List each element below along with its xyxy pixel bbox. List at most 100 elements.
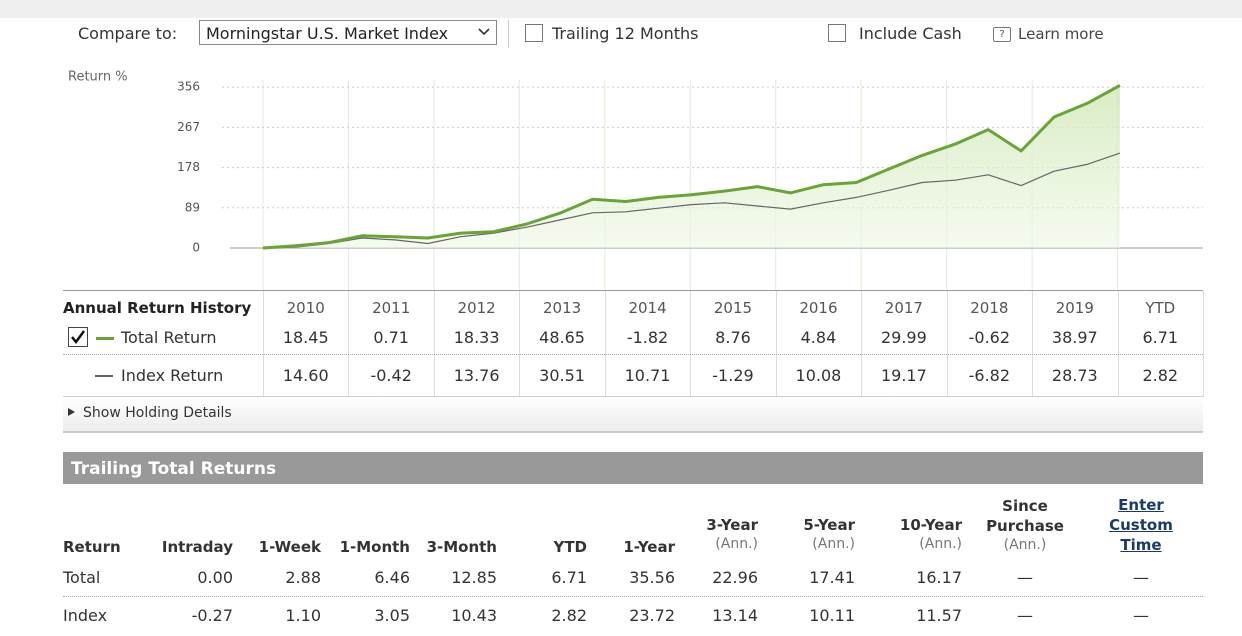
trailing-value: 0.00 <box>197 568 233 587</box>
column-divider <box>1117 291 1119 397</box>
annual-value: 28.73 <box>1051 366 1098 385</box>
trailing-value: 22.96 <box>712 568 758 587</box>
trailing-value: 10.43 <box>451 606 497 625</box>
year-header: 2019 <box>1055 299 1094 317</box>
column-divider <box>1032 291 1034 397</box>
trailing-value: 10.11 <box>809 606 855 625</box>
year-header: 2018 <box>970 299 1009 317</box>
column-divider <box>433 291 435 397</box>
column-divider <box>519 291 521 397</box>
column-header: 10-Year <box>899 516 962 534</box>
series-line <box>262 84 1121 250</box>
trailing-value: 16.17 <box>916 568 962 587</box>
legend-label: Total Return <box>121 328 217 347</box>
trailing-value: — <box>1017 568 1033 587</box>
row-label: Index <box>63 606 108 625</box>
column-header: Since Purchase <box>986 497 1064 535</box>
trailing-value: 1.10 <box>285 606 321 625</box>
year-header: 2011 <box>372 299 411 317</box>
year-header: 2012 <box>457 299 496 317</box>
y-tick-label: 356 <box>177 80 200 94</box>
column-divider <box>604 291 606 397</box>
annual-value: -0.42 <box>370 366 412 385</box>
legend-swatch <box>95 375 113 377</box>
annual-value: 0.71 <box>373 328 409 347</box>
annual-value: 10.71 <box>624 366 671 385</box>
column-header: 3-Month <box>426 538 497 556</box>
annual-bottom-line <box>63 396 1203 397</box>
year-header: YTD <box>1145 299 1176 317</box>
annual-value: -6.82 <box>968 366 1011 385</box>
year-header: 2010 <box>286 299 325 317</box>
column-subheader: (Ann.) <box>715 536 758 552</box>
annual-value: -1.29 <box>712 366 754 385</box>
column-subheader: (Ann.) <box>1003 537 1047 553</box>
trailing-value: 35.56 <box>629 568 675 587</box>
total-checkbox[interactable] <box>68 327 88 347</box>
annual-value: 19.17 <box>880 366 927 385</box>
column-header: Return <box>63 538 121 556</box>
column-subheader: (Ann.) <box>919 536 962 552</box>
column-header: 1-Month <box>339 538 410 556</box>
trailing-value: 6.46 <box>374 568 410 587</box>
trailing-value: — <box>1017 606 1033 625</box>
trailing-title: Trailing Total Returns <box>71 459 277 479</box>
legend-label: Index Return <box>121 366 224 385</box>
annual-value: 18.33 <box>453 328 500 347</box>
column-divider <box>690 291 692 397</box>
year-header: 2014 <box>628 299 667 317</box>
trailing-value: 6.71 <box>551 568 587 587</box>
learn-more-link[interactable]: Learn more <box>1018 25 1104 43</box>
dropdown-value: Morningstar U.S. Market Index <box>206 24 449 43</box>
trailing-value: 3.05 <box>374 606 410 625</box>
column-divider <box>861 291 863 397</box>
show-details-link[interactable]: Show Holding Details <box>83 405 232 421</box>
help-icon: ? <box>993 27 1011 42</box>
column-header: 1-Year <box>623 538 675 556</box>
column-header: 1-Week <box>258 538 321 556</box>
custom-time-link[interactable]: Enter Custom Time <box>1109 496 1173 554</box>
series-line <box>262 152 1121 249</box>
row-label: Total <box>63 568 101 587</box>
trailing-value: 17.41 <box>809 568 855 587</box>
chart: Return % 0 89 178 267 356 <box>68 70 1203 290</box>
column-divider <box>263 291 264 397</box>
annual-value: 6.71 <box>1142 328 1179 347</box>
y-tick-label: 267 <box>177 120 200 134</box>
compare-dropdown[interactable]: Morningstar U.S. Market Index <box>199 20 497 45</box>
column-header: 3-Year <box>706 516 758 534</box>
details-arrow <box>68 408 75 416</box>
annual-value: 18.45 <box>282 328 329 347</box>
trailing-value: -0.27 <box>191 606 233 625</box>
y-tick-label: 178 <box>177 160 200 174</box>
trailing-value: 12.85 <box>451 568 497 587</box>
year-header: 2015 <box>713 299 753 317</box>
cash-label: Include Cash <box>859 24 962 43</box>
area <box>263 85 1120 249</box>
trailing-value: — <box>1133 568 1149 587</box>
annual-value: -1.82 <box>626 328 669 347</box>
column-header: YTD <box>553 538 587 556</box>
trailing-label: Trailing 12 Months <box>552 24 699 43</box>
year-header: 2013 <box>542 299 582 317</box>
trailing-value: 13.14 <box>712 606 758 625</box>
annual-value: 2.82 <box>1142 366 1179 385</box>
column-divider <box>348 291 350 397</box>
trailing-value: 11.57 <box>916 606 962 625</box>
annual-value: 13.76 <box>453 366 500 385</box>
year-header: 2016 <box>799 299 838 317</box>
trailing-value: 2.88 <box>285 568 321 587</box>
annual-value: -0.62 <box>968 328 1011 347</box>
annual-title: Annual Return History <box>63 299 252 317</box>
divider <box>508 20 509 48</box>
top-strip <box>0 0 1242 18</box>
trailing-value: 2.82 <box>551 606 587 625</box>
annual-value: 10.08 <box>795 366 842 385</box>
trailing-checkbox[interactable] <box>525 24 543 42</box>
legend-swatch <box>96 337 114 340</box>
annual-value: 29.99 <box>880 328 927 347</box>
annual-value: 4.84 <box>800 328 837 347</box>
cash-checkbox[interactable] <box>828 24 846 42</box>
annual-value: 14.60 <box>282 366 329 385</box>
